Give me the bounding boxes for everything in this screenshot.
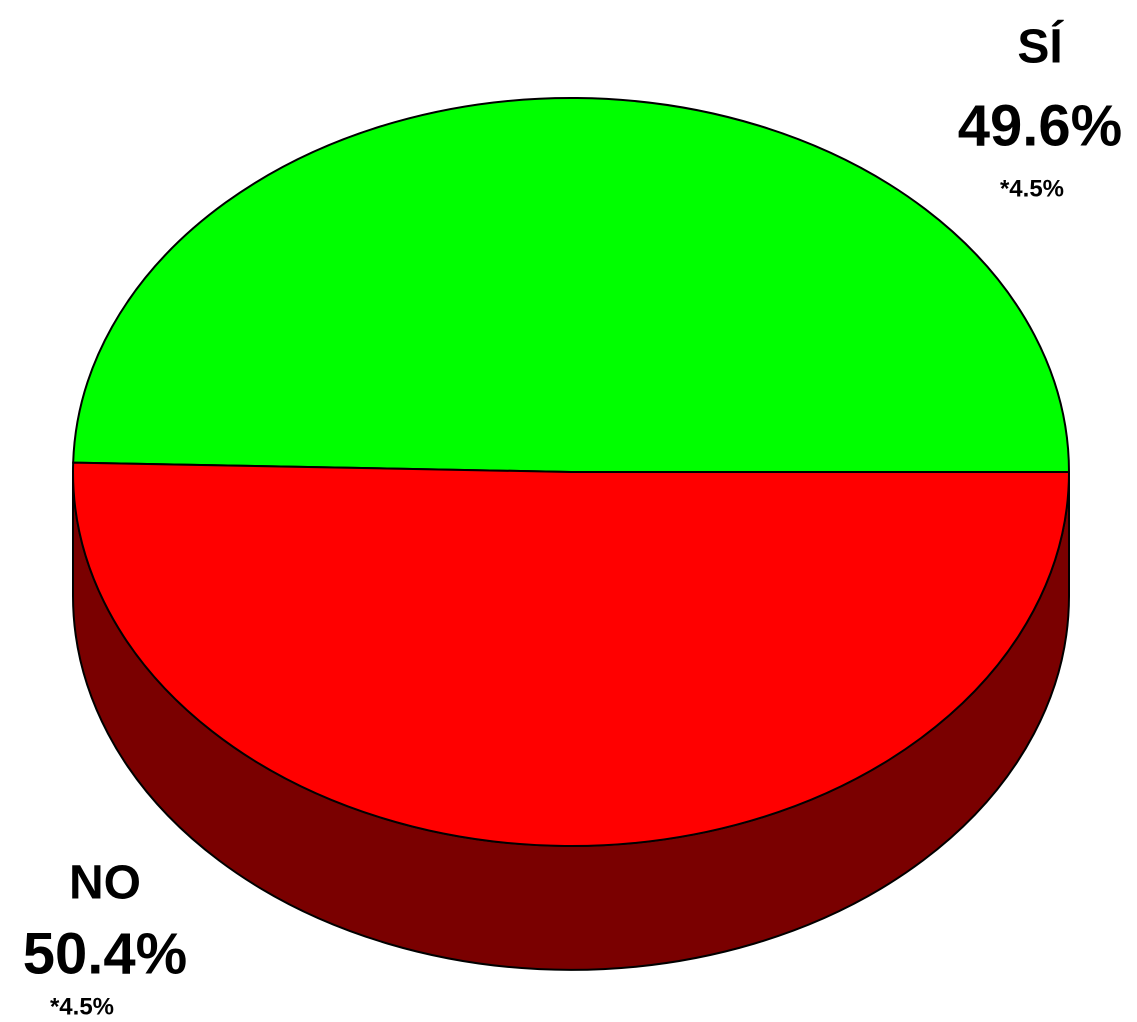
margin-label: *4.5%: [1000, 175, 1064, 202]
value-label: 50.4%: [23, 921, 187, 986]
value-label: 49.6%: [958, 93, 1122, 158]
margin-label: *4.5%: [50, 993, 114, 1020]
slice: [72, 461, 1071, 847]
slice-label: NO: [69, 857, 141, 910]
slice: [72, 97, 1071, 473]
slice-label: SÍ: [1017, 20, 1064, 74]
